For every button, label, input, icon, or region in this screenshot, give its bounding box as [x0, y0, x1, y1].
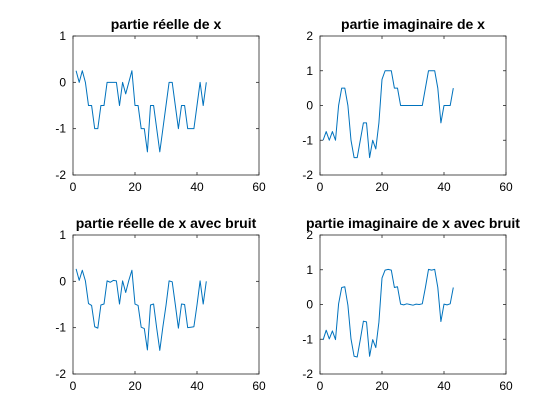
y-tick-label: 0 [306, 99, 313, 113]
x-tick-label: 60 [252, 180, 266, 194]
y-tick-label: -1 [55, 122, 66, 136]
y-tick-label: -2 [55, 168, 66, 182]
x-tick-label: 60 [499, 379, 513, 393]
series-line [75, 268, 207, 351]
y-tick-label: 0 [306, 298, 313, 312]
series-line [322, 70, 454, 159]
y-tick-label: -2 [302, 168, 313, 182]
subplot-1: 0 20 40 60 -2 -1 0 1 partie réelle de x [55, 16, 266, 194]
x-tick-label: 0 [70, 379, 77, 393]
y-tick-label: -1 [302, 133, 313, 147]
x-tick-label: 0 [317, 180, 324, 194]
subplot-2: 0 20 40 60 -2 -1 0 1 2 partie imaginaire de x [302, 16, 513, 194]
x-tick-label: 20 [375, 379, 389, 393]
x-tick-label: 40 [190, 180, 204, 194]
y-tick-label: -2 [302, 367, 313, 381]
x-tick-label: 60 [499, 180, 513, 194]
y-tick-label: -2 [55, 367, 66, 381]
x-tick-label: 20 [128, 379, 142, 393]
y-tick-label: 2 [306, 228, 313, 242]
x-tick-label: 40 [437, 180, 451, 194]
y-tick-label: 1 [306, 64, 313, 78]
y-tick-label: 1 [59, 228, 66, 242]
subplot-title: partie réelle de x avec bruit [76, 215, 257, 231]
y-tick-label: 1 [306, 263, 313, 277]
y-tick-label: -1 [302, 332, 313, 346]
subplot-title: partie imaginaire de x avec bruit [306, 215, 520, 231]
y-tick-label: 0 [59, 75, 66, 89]
series-line [75, 70, 207, 153]
subplot-title: partie imaginaire de x [341, 16, 485, 32]
x-tick-label: 40 [190, 379, 204, 393]
x-tick-label: 60 [252, 379, 266, 393]
x-tick-label: 20 [375, 180, 389, 194]
y-tick-label: 1 [59, 29, 66, 43]
series-line [322, 268, 454, 358]
y-tick-label: -1 [55, 321, 66, 335]
x-tick-label: 40 [437, 379, 451, 393]
x-tick-label: 0 [317, 379, 324, 393]
subplot-3: 0 20 40 60 -2 -1 0 1 partie réelle de x avec bru… [55, 215, 266, 393]
y-tick-label: 2 [306, 29, 313, 43]
x-tick-label: 20 [128, 180, 142, 194]
y-tick-label: 0 [59, 274, 66, 288]
x-tick-label: 0 [70, 180, 77, 194]
subplot-title: partie réelle de x [111, 16, 222, 32]
axes-box [319, 234, 507, 375]
